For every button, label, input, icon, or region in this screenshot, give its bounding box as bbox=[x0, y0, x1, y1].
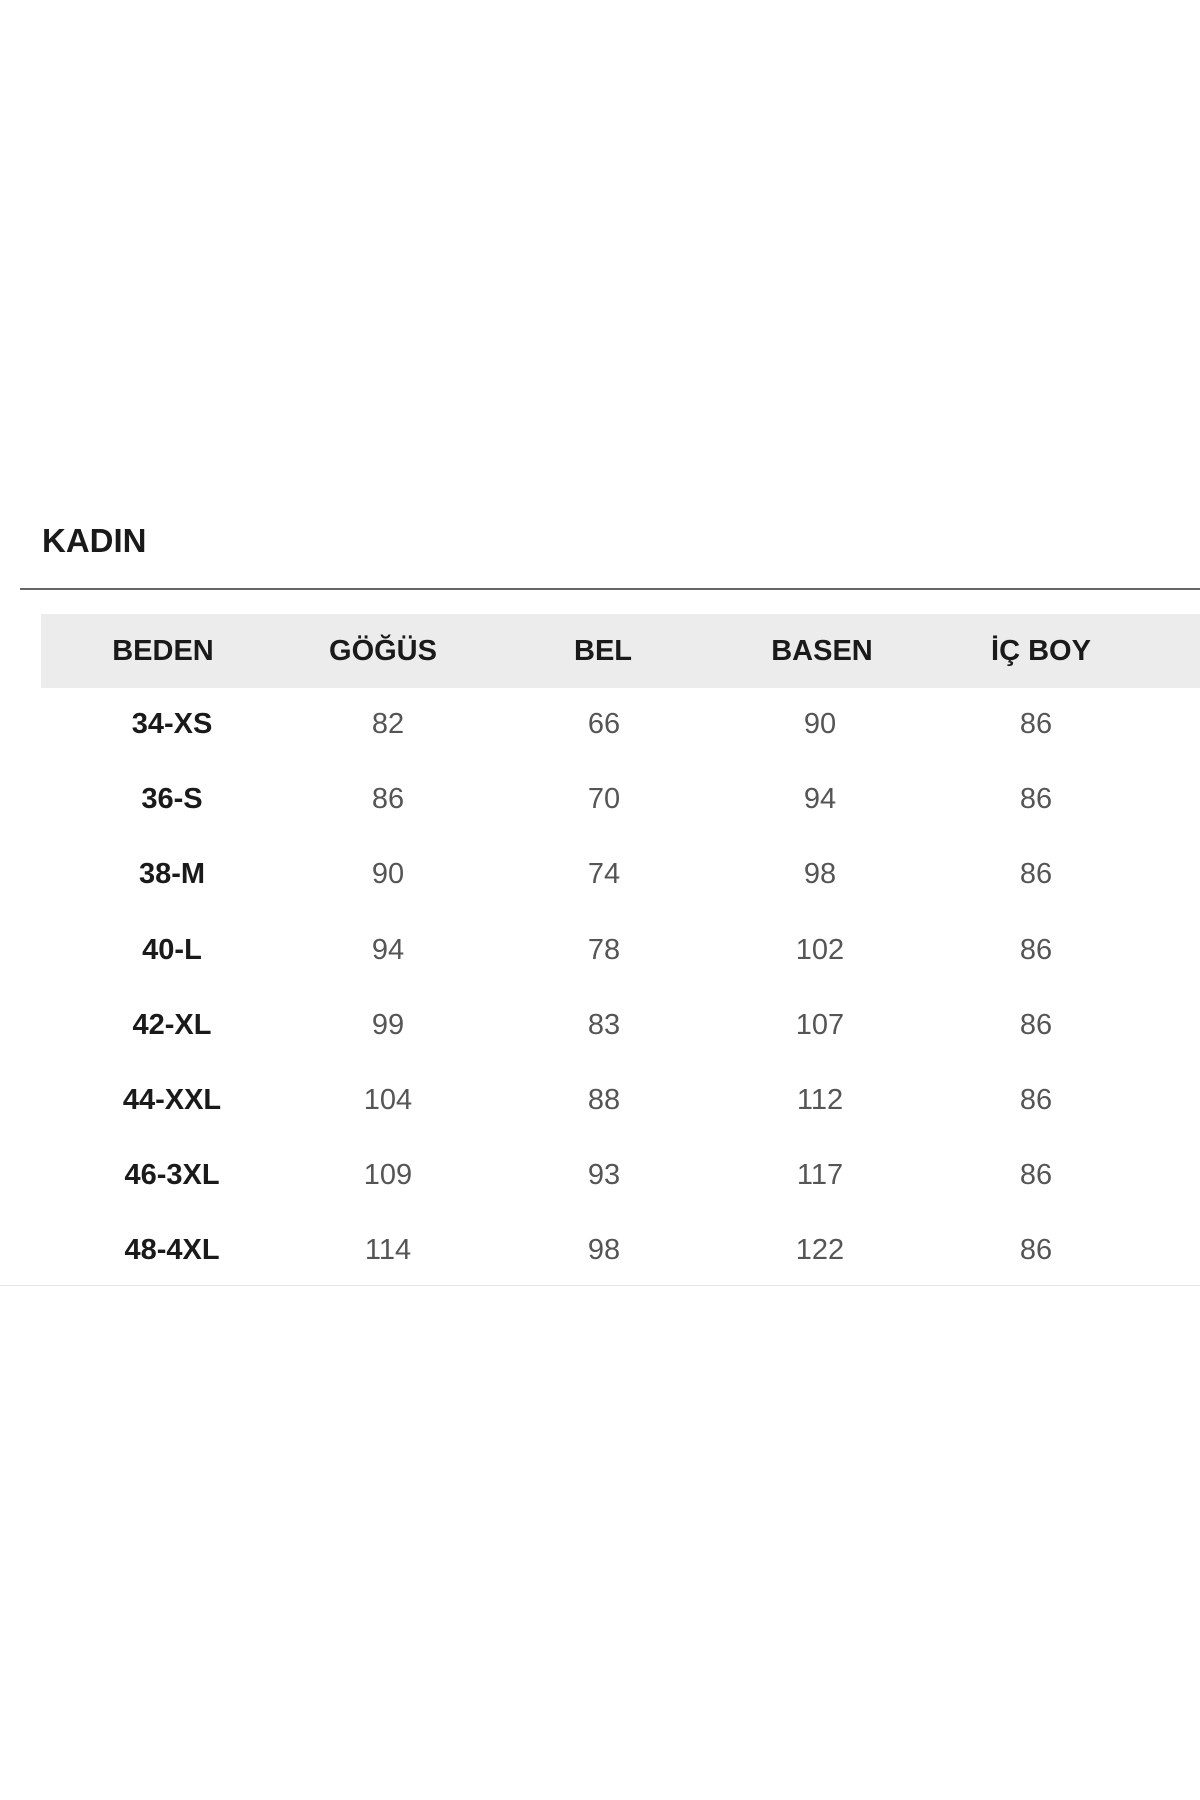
table-row: 48-4XL 114 98 122 86 bbox=[0, 1213, 1200, 1288]
table-row: 34-XS 82 66 90 86 bbox=[0, 687, 1200, 762]
cell-gogus: 99 bbox=[371, 1008, 405, 1041]
cell-ic-boy: 86 bbox=[1019, 708, 1053, 740]
cell-ic-boy: 86 bbox=[1019, 1008, 1053, 1041]
cell-basen: 112 bbox=[796, 1084, 844, 1116]
cell-gogus: 114 bbox=[364, 1234, 412, 1267]
cell-bel: 66 bbox=[587, 708, 621, 740]
table-row: 42-XL 99 83 107 86 bbox=[0, 988, 1200, 1063]
cell-bel: 78 bbox=[587, 933, 621, 966]
cell-bel: 74 bbox=[587, 858, 621, 891]
cell-ic-boy: 86 bbox=[1019, 858, 1053, 891]
cell-gogus: 86 bbox=[371, 783, 405, 816]
cell-bel: 70 bbox=[587, 783, 621, 816]
title-divider bbox=[20, 588, 1200, 590]
cell-bel: 93 bbox=[587, 1159, 621, 1192]
cell-ic-boy: 86 bbox=[1019, 1084, 1053, 1116]
cell-gogus: 82 bbox=[371, 708, 405, 740]
header-ic-boy: İÇ BOY bbox=[991, 635, 1091, 667]
cell-gogus: 109 bbox=[363, 1159, 413, 1192]
cell-basen: 102 bbox=[795, 933, 845, 966]
cell-basen: 90 bbox=[803, 708, 837, 740]
cell-size: 34-XS bbox=[131, 708, 213, 740]
cell-size: 46-3XL bbox=[124, 1159, 220, 1192]
cell-ic-boy: 86 bbox=[1019, 1159, 1053, 1192]
cell-size: 48-4XL bbox=[124, 1234, 220, 1267]
table-header: BEDEN GÖĞÜS BEL BASEN İÇ BOY bbox=[41, 614, 1200, 688]
section-title: KADIN bbox=[42, 522, 147, 559]
table-row: 38-M 90 74 98 86 bbox=[0, 837, 1200, 912]
cell-size: 44-XXL bbox=[122, 1084, 222, 1116]
cell-ic-boy: 86 bbox=[1019, 783, 1053, 816]
cell-gogus: 104 bbox=[363, 1084, 413, 1116]
cell-bel: 83 bbox=[587, 1008, 621, 1041]
header-bel: BEL bbox=[574, 635, 632, 667]
cell-ic-boy: 86 bbox=[1019, 1234, 1053, 1267]
cell-basen: 98 bbox=[803, 858, 837, 891]
table-row: 36-S 86 70 94 86 bbox=[0, 762, 1200, 837]
cell-gogus: 94 bbox=[371, 933, 405, 966]
header-gogus: GÖĞÜS bbox=[329, 635, 437, 667]
cell-basen: 107 bbox=[795, 1008, 845, 1041]
table-row: 46-3XL 109 93 117 86 bbox=[0, 1138, 1200, 1213]
cell-size: 38-M bbox=[138, 858, 206, 891]
cell-ic-boy: 86 bbox=[1019, 933, 1053, 966]
header-basen: BASEN bbox=[771, 635, 873, 667]
table-row: 44-XXL 104 88 112 86 bbox=[0, 1063, 1200, 1138]
cell-gogus: 90 bbox=[371, 858, 405, 891]
cell-basen: 94 bbox=[803, 783, 837, 816]
cell-bel: 88 bbox=[587, 1084, 621, 1116]
table-bottom-border bbox=[0, 1285, 1200, 1286]
cell-size: 42-XL bbox=[132, 1008, 212, 1041]
header-beden: BEDEN bbox=[112, 635, 214, 667]
cell-bel: 98 bbox=[587, 1234, 621, 1267]
table-row: 40-L 94 78 102 86 bbox=[0, 913, 1200, 988]
cell-basen: 117 bbox=[796, 1159, 844, 1192]
cell-size: 40-L bbox=[142, 933, 202, 966]
cell-size: 36-S bbox=[141, 783, 203, 816]
cell-basen: 122 bbox=[795, 1234, 845, 1267]
